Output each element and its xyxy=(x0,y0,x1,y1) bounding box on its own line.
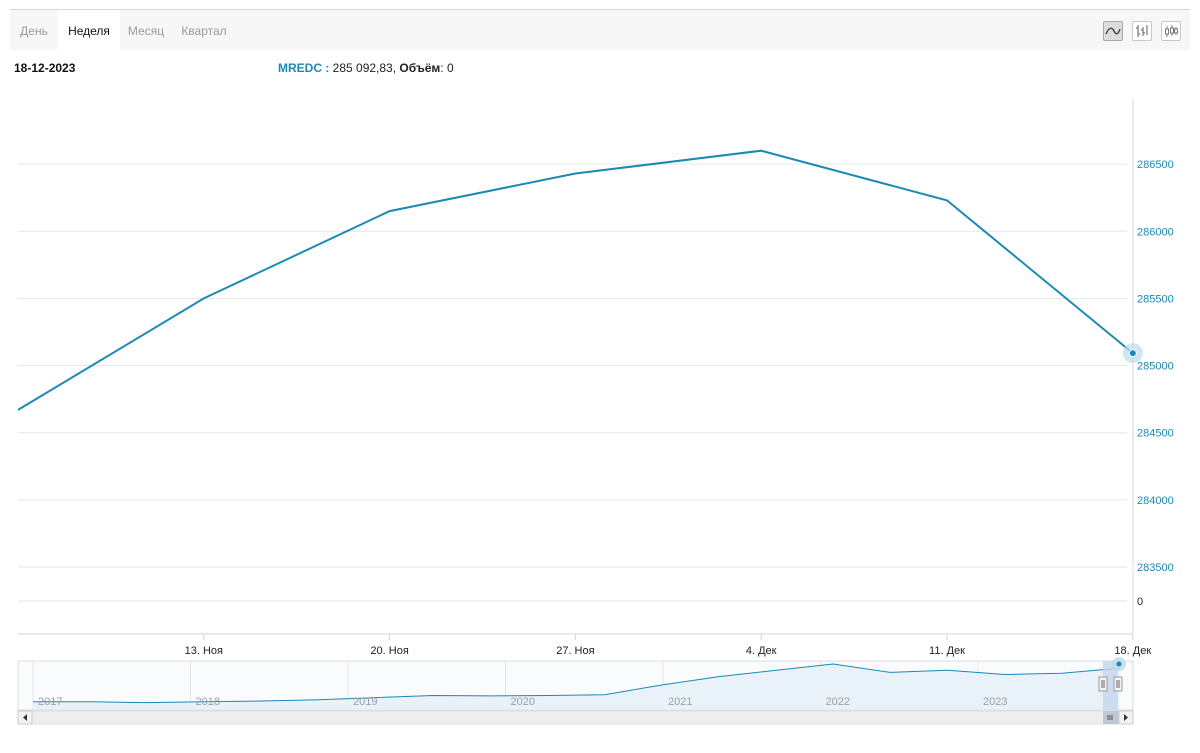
tab-day[interactable]: День xyxy=(20,24,48,38)
x-tick-label: 13. Ноя xyxy=(185,645,223,657)
y-tick-284000: 284000 xyxy=(1137,495,1174,507)
navigator-line xyxy=(33,663,1120,704)
navigator-year-label: 2021 xyxy=(668,696,692,708)
x-tick-label: 4. Дек xyxy=(746,645,777,657)
x-axis-labels: 13. Ноя 20. Ноя 27. Ноя 4. Дек 11. Дек 18. Де… xyxy=(185,634,1151,657)
volume-label: Объём xyxy=(399,61,441,75)
navigator-year-label: 2017 xyxy=(38,696,62,708)
y-tick-286500: 286500 xyxy=(1137,159,1174,171)
ticker-label: MREDC xyxy=(278,61,322,75)
volume-tick-label: 0 xyxy=(1137,596,1143,608)
chart-grid xyxy=(18,163,1127,568)
y-tick-283500: 283500 xyxy=(1137,562,1174,574)
x-tick-label: 20. Ноя xyxy=(370,645,408,657)
line-chart-icon[interactable] xyxy=(1103,21,1123,41)
scroll-right-button[interactable] xyxy=(1118,710,1134,725)
navigator-year-label: 2019 xyxy=(353,696,377,708)
arrow-left-icon xyxy=(23,714,27,721)
navigator-year-label: 2022 xyxy=(826,696,850,708)
x-tick-label: 18. Дек xyxy=(1114,645,1151,657)
tab-month[interactable]: Месяц xyxy=(127,24,165,38)
tab-week[interactable]: Неделя xyxy=(58,10,120,50)
navigator-year-label: 2023 xyxy=(983,696,1007,708)
period-toolbar: День Неделя Месяц Квартал xyxy=(10,9,1190,50)
candlestick-icon[interactable] xyxy=(1161,21,1181,41)
scrollbar-track[interactable] xyxy=(17,710,1134,725)
arrow-right-icon xyxy=(1124,714,1128,721)
navigator-selection[interactable] xyxy=(1103,661,1118,710)
y-tick-285000: 285000 xyxy=(1137,361,1174,373)
navigator-year-labels: 2017 2018 2019 2020 2021 2022 2023 xyxy=(38,696,1007,708)
volume-value: 0 xyxy=(446,61,454,75)
quote-info: MREDC : 285 092,83, Объём: 0 xyxy=(278,61,454,75)
price-series-line xyxy=(17,149,1134,411)
navigator-year-label: 2018 xyxy=(196,696,220,708)
navigator-area xyxy=(33,664,1119,709)
scrollbar-grip-icon xyxy=(1107,715,1113,720)
navigator-year-label: 2020 xyxy=(511,696,535,708)
last-point-dot xyxy=(1128,349,1137,358)
scrollbar-thumb[interactable] xyxy=(1103,711,1119,724)
x-tick-label: 11. Дек xyxy=(929,645,965,657)
selected-date: 18-12-2023 xyxy=(14,61,76,75)
navigator-handle-left[interactable] xyxy=(1098,676,1108,692)
last-point-marker xyxy=(1122,343,1143,364)
scroll-left-button[interactable] xyxy=(17,710,33,725)
y-tick-286000: 286000 xyxy=(1137,226,1174,238)
y-tick-285500: 285500 xyxy=(1137,293,1174,305)
navigator-last-point xyxy=(1116,661,1122,667)
ohlc-bars-icon[interactable] xyxy=(1132,21,1152,41)
y-axis-labels: 283500 284000 284500 285000 285500 286000 2865… xyxy=(1137,159,1174,574)
x-tick-label: 27. Ноя xyxy=(556,645,594,657)
quote-value: 285 092,83 xyxy=(332,61,393,75)
navigator-handle-right[interactable] xyxy=(1113,676,1123,692)
y-tick-284500: 284500 xyxy=(1137,428,1174,440)
tab-quarter[interactable]: Квартал xyxy=(181,24,227,38)
